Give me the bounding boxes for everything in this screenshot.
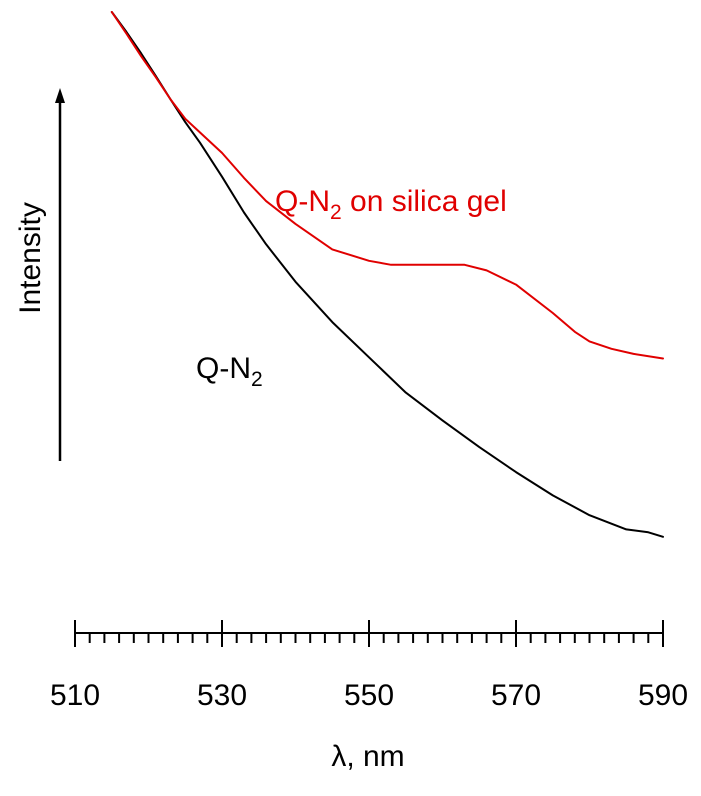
x-tick-label: 570 [491,679,541,712]
x-axis: 510 530 550 570 590 λ, nm [50,620,688,773]
series-label-0: Q-N2 [196,352,263,391]
x-tick-label: 530 [197,679,247,712]
plot-area [110,11,664,538]
x-tick-label: 510 [50,679,100,712]
x-axis-ticks [74,620,664,647]
series-label-1: Q-N2 on silica gel [275,185,507,224]
x-axis-tick-labels: 510 530 550 570 590 [50,679,688,712]
y-axis-arrowhead [55,88,65,103]
x-tick-label: 590 [638,679,688,712]
y-axis: Intensity [14,88,65,461]
y-axis-title: Intensity [14,202,47,314]
x-axis-title: λ, nm [331,740,404,773]
series-line-1 [110,11,664,360]
series-labels: Q-N2 Q-N2 on silica gel [196,185,507,391]
series-line-0 [110,11,664,538]
x-tick-label: 550 [344,679,394,712]
